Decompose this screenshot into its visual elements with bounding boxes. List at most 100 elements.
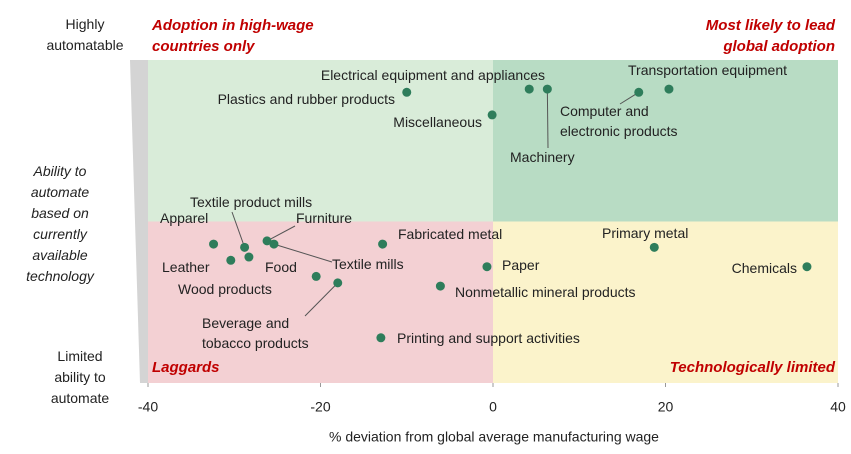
x-tick-label: -40 xyxy=(138,399,158,415)
leader-line xyxy=(266,225,296,242)
point-label: Textile mills xyxy=(332,256,404,272)
point xyxy=(435,281,445,291)
point xyxy=(402,87,412,97)
point-label-line: Wood products xyxy=(178,281,272,297)
point-label-line: Textile product mills xyxy=(190,194,312,210)
x-tick-label: -20 xyxy=(310,399,330,415)
point-label: Beverage and tobacco products xyxy=(202,315,309,351)
y-axis-label: Limited ability to automate xyxy=(51,348,110,406)
quadrant xyxy=(493,60,838,222)
x-axis-title: % deviation from global average manufact… xyxy=(329,429,659,445)
point xyxy=(378,239,388,249)
point xyxy=(482,262,492,272)
quadrant-label: Laggards xyxy=(152,359,220,376)
point xyxy=(262,236,272,246)
y-axis-label-line: Ability to xyxy=(33,163,87,179)
quadrant-label: Technologically limited xyxy=(670,359,836,376)
y-axis-label: Highly automatable xyxy=(46,16,123,53)
point xyxy=(209,239,219,249)
point-label: Fabricated metal xyxy=(398,226,502,242)
quadrant xyxy=(148,221,493,383)
quadrant-label-line: countries only xyxy=(152,38,255,55)
point xyxy=(240,242,250,252)
point-label-line: Printing and support activities xyxy=(397,330,580,346)
point-label-line: Computer and xyxy=(560,103,649,119)
point-label: Furniture xyxy=(296,210,352,226)
point xyxy=(244,252,254,262)
point-label: Apparel xyxy=(160,210,208,226)
point-label-line: Plastics and rubber products xyxy=(218,91,395,107)
point-label-line: Paper xyxy=(502,257,540,273)
point-label: Machinery xyxy=(510,149,575,165)
y-axis-label-line: available xyxy=(32,247,87,263)
y-axis-label-line: technology xyxy=(26,268,95,284)
quadrant-label-line: Adoption in high-wage xyxy=(151,17,314,34)
point xyxy=(487,110,497,120)
point-label-line: Chemicals xyxy=(732,260,797,276)
quadrant-label-line: Laggards xyxy=(152,359,220,376)
quadrant-label: Most likely to lead global adoption xyxy=(706,17,836,55)
x-tick-label: 20 xyxy=(658,399,674,415)
point xyxy=(664,84,674,94)
point xyxy=(226,255,236,265)
point-label-line: Food xyxy=(265,259,297,275)
point-label: Transportation equipment xyxy=(628,62,787,78)
point-label-line: Nonmetallic mineral products xyxy=(455,284,636,300)
point xyxy=(634,87,644,97)
point xyxy=(269,239,279,249)
point-label: Electrical equipment and appliances xyxy=(321,67,545,83)
point-label: Primary metal xyxy=(602,225,688,241)
y-axis-label-line: automate xyxy=(31,184,90,200)
point xyxy=(333,278,343,288)
point-label-line: tobacco products xyxy=(202,335,309,351)
leader-line xyxy=(231,211,246,248)
point xyxy=(649,242,659,252)
point-label: Nonmetallic mineral products xyxy=(455,284,636,300)
point-label: Wood products xyxy=(178,281,272,297)
point-label-line: Textile mills xyxy=(332,256,404,272)
point-label: Paper xyxy=(502,257,540,273)
point-label: Food xyxy=(265,259,297,275)
point-label-line: Apparel xyxy=(160,210,208,226)
quadrant-label-line: Most likely to lead xyxy=(706,17,836,34)
point-label-line: Miscellaneous xyxy=(393,114,482,130)
y-axis-label-line: Highly xyxy=(66,16,105,32)
point-label-line: Electrical equipment and appliances xyxy=(321,67,545,83)
y-axis-label-line: ability to xyxy=(54,369,106,385)
quadrant xyxy=(148,60,493,222)
point-label-line: Leather xyxy=(162,259,210,275)
axis-wedge xyxy=(130,60,148,383)
point-label: Printing and support activities xyxy=(397,330,580,346)
y-axis-label-line: based on xyxy=(31,205,89,221)
quadrant-label-line: Technologically limited xyxy=(670,359,836,376)
y-axis-label-line: Limited xyxy=(57,348,102,364)
point-label-line: Transportation equipment xyxy=(628,62,787,78)
quadrant-label: Adoption in high-wage countries only xyxy=(151,17,314,55)
point-label-line: Furniture xyxy=(296,210,352,226)
x-tick-label: 0 xyxy=(489,399,497,415)
y-axis-label-line: automatable xyxy=(46,37,123,53)
leader-line xyxy=(273,243,333,263)
point-label: Plastics and rubber products xyxy=(218,91,395,107)
point-label-line: Beverage and xyxy=(202,315,289,331)
point-label: Leather xyxy=(162,259,210,275)
point-label: Textile product mills xyxy=(190,194,312,210)
x-tick-label: 40 xyxy=(830,399,846,415)
point xyxy=(524,84,534,94)
point-label-line: Primary metal xyxy=(602,225,688,241)
point-label: Computer and electronic products xyxy=(560,103,678,139)
quadrant-label-line: global adoption xyxy=(722,38,835,55)
point xyxy=(802,262,812,272)
point-label: Miscellaneous xyxy=(393,114,482,130)
leader-line xyxy=(546,89,549,149)
y-axis-label-line: automate xyxy=(51,390,110,406)
point xyxy=(376,333,386,343)
point xyxy=(311,271,321,281)
point xyxy=(542,84,552,94)
y-axis-label: Ability to automate based on currently avail… xyxy=(26,163,95,284)
quadrant xyxy=(493,221,838,383)
point-label-line: Fabricated metal xyxy=(398,226,502,242)
point-label: Chemicals xyxy=(732,260,797,276)
leader-line xyxy=(304,282,339,317)
